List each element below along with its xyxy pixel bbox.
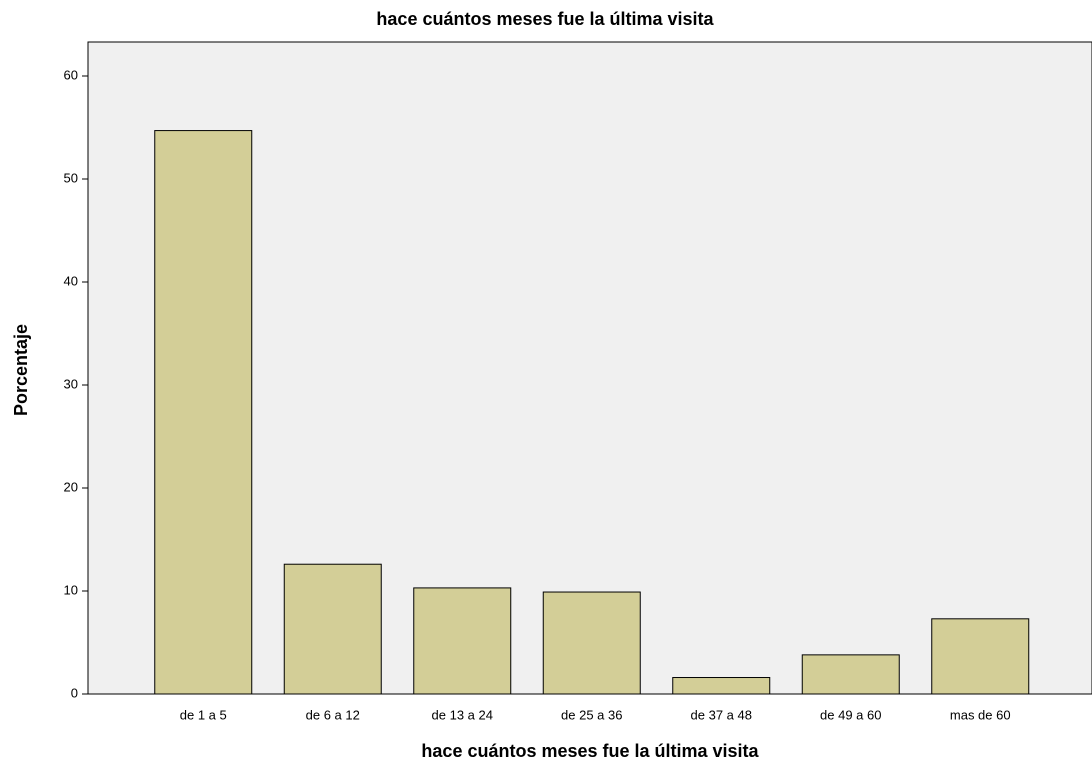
y-tick-label: 40: [64, 273, 78, 288]
y-tick-label: 0: [71, 685, 78, 700]
y-tick-label: 50: [64, 170, 78, 185]
x-tick-label: de 25 a 36: [561, 707, 622, 722]
x-tick-label: de 6 a 12: [306, 707, 360, 722]
bar: [801, 654, 900, 695]
x-tick-label: de 37 a 48: [691, 707, 752, 722]
chart-title: hace cuántos meses fue la última visita: [376, 9, 714, 29]
bar: [672, 677, 771, 695]
x-tick-label: de 1 a 5: [180, 707, 227, 722]
y-tick-label: 60: [64, 67, 78, 82]
bar: [931, 618, 1030, 695]
bar: [154, 130, 253, 695]
y-tick-label: 10: [64, 582, 78, 597]
y-tick-label: 30: [64, 376, 78, 391]
x-tick-label: de 49 a 60: [820, 707, 881, 722]
x-tick-label: de 13 a 24: [432, 707, 493, 722]
y-axis-label: Porcentaje: [11, 324, 31, 416]
bar: [542, 591, 641, 695]
x-axis-label: hace cuántos meses fue la última visita: [421, 741, 759, 761]
bar: [283, 563, 382, 695]
bar: [413, 587, 512, 695]
x-tick-label: mas de 60: [950, 707, 1011, 722]
y-tick-label: 20: [64, 479, 78, 494]
plot-area: [87, 41, 1092, 695]
